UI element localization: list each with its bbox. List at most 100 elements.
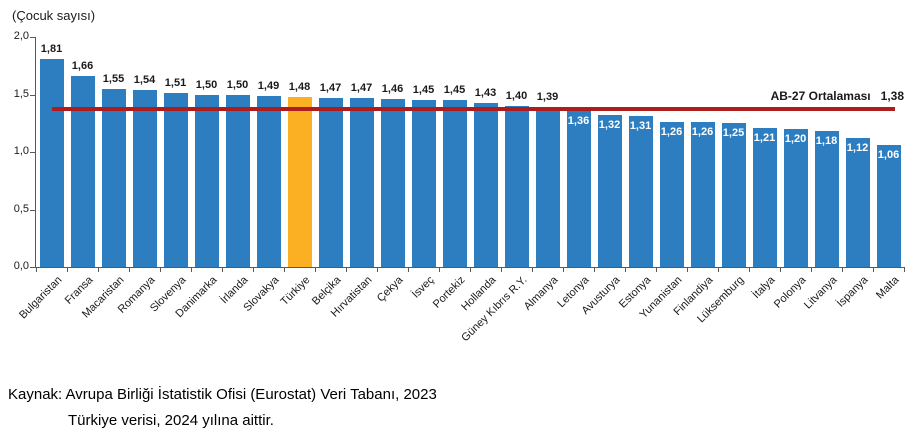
source-line-1: Kaynak: Avrupa Birliği İstatistik Ofisi … (8, 386, 437, 403)
bar (70, 76, 95, 267)
bar (845, 138, 870, 267)
x-axis-tick (687, 267, 688, 272)
bar-value-label: 1,46 (381, 83, 404, 96)
bar-value-label: 1,12 (846, 142, 869, 155)
bar-value-label: 1,49 (257, 79, 280, 92)
plot-area: 0,0 0,5 1,0 1,5 2,0 1,81 1,66 1,55 1,54 1,51 1,50… (14, 30, 905, 344)
bar (194, 94, 219, 267)
x-axis-tick (904, 267, 905, 272)
bar-value-label: 1,54 (133, 73, 156, 86)
bar (814, 131, 839, 267)
bar-value-label: 1,36 (567, 114, 590, 127)
bar (132, 89, 157, 267)
bar (380, 99, 405, 267)
x-axis-tick (36, 267, 37, 272)
bar (349, 98, 374, 267)
x-axis-tick (594, 267, 595, 272)
bar (721, 123, 746, 268)
y-axis-line (35, 37, 36, 268)
x-axis-tick (470, 267, 471, 272)
y-axis-tick-label: 1,0 (13, 145, 29, 157)
bar-value-label: 1,55 (102, 72, 125, 85)
x-axis-tick (842, 267, 843, 272)
bar-value-label: 1,50 (226, 78, 249, 91)
x-axis-tick (129, 267, 130, 272)
y-axis-tick (30, 210, 35, 211)
bar-value-label: 1,47 (350, 82, 373, 94)
x-axis-line (35, 267, 904, 268)
x-axis-tick (563, 267, 564, 272)
bar-highlight-turkiye (287, 96, 312, 267)
bar-value-label: 1,21 (753, 131, 776, 144)
y-axis-title: (Çocuk sayısı) (12, 8, 96, 23)
bar-value-label: 1,50 (195, 78, 218, 91)
bar-value-label: 1,48 (288, 80, 311, 93)
bar (659, 122, 684, 267)
x-axis-tick (501, 267, 502, 272)
reference-line (51, 107, 895, 112)
bar (566, 110, 591, 267)
x-axis-tick (346, 267, 347, 272)
bar (163, 93, 188, 267)
x-axis-tick (160, 267, 161, 272)
bar-value-label: 1,31 (629, 120, 652, 133)
x-axis-tick (284, 267, 285, 272)
x-axis-tick (811, 267, 812, 272)
bar-value-label: 1,26 (660, 126, 683, 139)
x-axis-tick (780, 267, 781, 272)
bar-value-label: 1,40 (505, 90, 528, 102)
x-axis-tick (98, 267, 99, 272)
x-axis-tick (656, 267, 657, 272)
x-axis-tick (253, 267, 254, 272)
bar (690, 122, 715, 267)
x-axis-tick (67, 267, 68, 272)
y-axis-tick (30, 152, 35, 153)
y-axis-tick-label: 2,0 (13, 30, 29, 42)
x-axis-tick (222, 267, 223, 272)
x-axis-tick (873, 267, 874, 272)
x-axis-tick (408, 267, 409, 272)
bar (101, 88, 126, 268)
reference-line-value: 1,38 (880, 89, 904, 104)
bar (473, 102, 498, 267)
y-axis-tick (30, 95, 35, 96)
bar-value-label: 1,66 (71, 60, 94, 73)
bar (39, 58, 64, 267)
bar-value-label: 1,25 (722, 127, 745, 140)
bar-value-label: 1,43 (474, 86, 497, 99)
y-axis-tick (30, 37, 35, 38)
bar-value-label: 1,26 (691, 126, 714, 139)
x-axis-tick (625, 267, 626, 272)
x-axis-tick (191, 267, 192, 272)
x-axis-tick (377, 267, 378, 272)
bar-value-label: 1,32 (598, 119, 621, 132)
bar (318, 98, 343, 267)
bar (442, 100, 467, 268)
bar (628, 116, 653, 267)
bar-value-label: 1,20 (784, 133, 807, 145)
y-axis-tick-label: 0,0 (13, 260, 29, 272)
bar (752, 127, 777, 267)
x-axis-tick (532, 267, 533, 272)
y-axis-tick (30, 267, 35, 268)
bar (504, 106, 529, 267)
bar (256, 95, 281, 267)
bar (535, 107, 560, 267)
bar (597, 115, 622, 267)
bar-value-label: 1,51 (164, 77, 187, 90)
bar (876, 145, 901, 267)
x-axis-tick (718, 267, 719, 272)
bar-value-label: 1,06 (877, 149, 900, 162)
x-axis-tick (315, 267, 316, 272)
bar-value-label: 1,45 (443, 84, 466, 97)
y-axis-tick-label: 1,5 (13, 87, 29, 100)
reference-line-label-text: AB-27 Ortalaması (770, 89, 871, 104)
source-line-2: Türkiye verisi, 2024 yılına aittir. (68, 412, 274, 429)
bar-value-label: 1,81 (40, 42, 63, 55)
y-axis-tick-label: 0,5 (13, 202, 29, 215)
bar (411, 100, 436, 268)
bar (225, 94, 250, 267)
bar-value-label: 1,18 (815, 135, 838, 148)
bar-value-label: 1,47 (319, 82, 342, 94)
